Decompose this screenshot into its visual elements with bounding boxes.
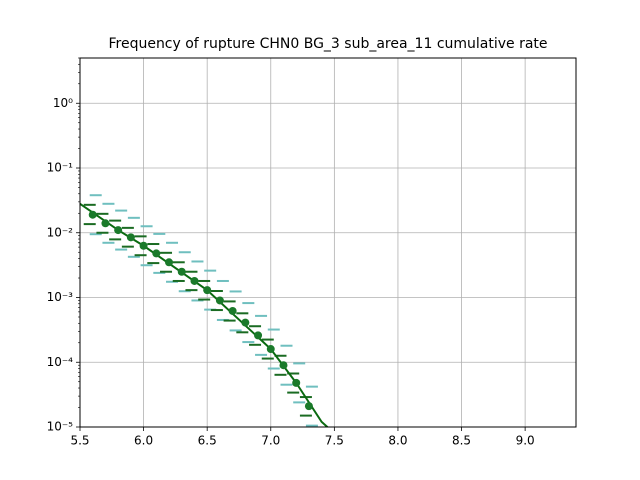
x-tick-label: 6.5 [198, 434, 217, 448]
data-point [292, 378, 301, 387]
x-tick-label: 9.0 [516, 434, 535, 448]
data-point [203, 286, 212, 295]
y-tick-label: 10⁻¹ [47, 161, 74, 175]
data-point [215, 296, 224, 305]
data-point [165, 258, 174, 267]
y-tick-label: 10⁻³ [47, 290, 74, 304]
x-tick-label: 7.5 [325, 434, 344, 448]
data-point [241, 318, 250, 327]
plot-area [80, 194, 329, 427]
data-point [279, 361, 288, 370]
data-point [88, 210, 97, 219]
x-tick-label: 8.5 [452, 434, 471, 448]
y-tick-label: 10⁻⁵ [47, 420, 74, 434]
data-point [254, 331, 263, 340]
chart-title: Frequency of rupture CHN0 BG_3 sub_area_… [108, 36, 547, 52]
data-point [152, 249, 161, 258]
x-tick-label: 5.5 [70, 434, 89, 448]
y-tick-label: 10⁻² [47, 225, 74, 239]
data-point [190, 276, 199, 285]
plot-frame [79, 57, 577, 428]
data-point [228, 306, 237, 315]
y-tick-label: 10⁻⁴ [47, 355, 74, 369]
data-point [266, 345, 275, 354]
data-point [101, 219, 110, 228]
data-point [304, 402, 313, 411]
data-point [126, 233, 135, 242]
data-point [114, 226, 123, 235]
data-point [177, 267, 186, 276]
x-tick-label: 6.0 [134, 434, 153, 448]
x-tick-label: 8.0 [388, 434, 407, 448]
data-point [139, 241, 148, 250]
y-tick-label: 10⁰ [53, 96, 73, 110]
x-tick-label: 7.0 [261, 434, 280, 448]
